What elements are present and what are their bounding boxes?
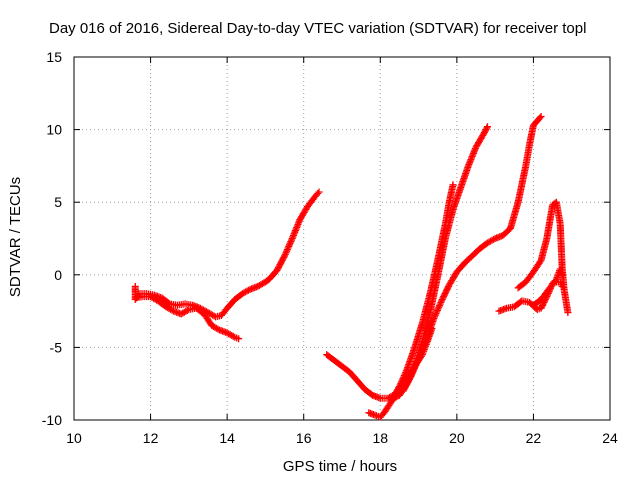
data-point-marker: [168, 306, 176, 314]
data-point-marker: [431, 311, 439, 319]
data-point-marker: [483, 124, 491, 132]
data-point-marker: [402, 367, 410, 375]
data-point-marker: [400, 372, 408, 380]
data-point-marker: [449, 181, 457, 189]
data-point-marker: [183, 307, 191, 315]
data-point-marker: [286, 239, 294, 247]
y-tick-label: 10: [46, 122, 62, 138]
data-point-marker: [288, 236, 296, 244]
series-arc-2: [131, 293, 243, 343]
data-point-marker: [549, 280, 557, 288]
data-point-marker: [314, 189, 322, 197]
data-point-marker: [280, 253, 288, 261]
data-point-marker: [435, 303, 443, 311]
data-point-marker: [406, 374, 414, 382]
series-arc-9: [529, 278, 566, 309]
data-point-marker: [285, 242, 293, 250]
data-point-marker: [430, 314, 438, 322]
data-point-marker: [281, 250, 289, 258]
data-point-marker: [537, 113, 545, 121]
y-tick-label: -10: [42, 412, 62, 428]
data-point-marker: [398, 376, 406, 384]
data-point-marker: [483, 123, 491, 131]
data-point-marker: [235, 335, 243, 343]
data-point-marker: [558, 282, 566, 290]
data-point-marker: [434, 305, 442, 313]
x-tick-label: 16: [296, 430, 312, 446]
data-point-marker: [400, 373, 408, 381]
x-tick-label: 22: [526, 430, 542, 446]
data-point-marker: [285, 241, 293, 249]
y-tick-label: 0: [54, 267, 62, 283]
series-arc-6: [399, 113, 545, 395]
data-series: [131, 113, 572, 421]
data-point-marker: [433, 306, 441, 314]
x-tick-label: 24: [602, 430, 618, 446]
data-point-marker: [564, 309, 572, 317]
data-point-marker: [283, 246, 291, 254]
data-point-marker: [409, 368, 417, 376]
data-point-marker: [287, 238, 295, 246]
data-point-marker: [411, 363, 419, 371]
data-point-marker: [281, 252, 289, 260]
data-point-marker: [229, 332, 237, 340]
data-point-marker: [407, 372, 415, 380]
data-point-marker: [413, 358, 421, 366]
data-point-marker: [214, 325, 222, 333]
data-point-marker: [412, 360, 420, 368]
data-point-marker: [435, 302, 443, 310]
data-point-marker: [536, 258, 544, 266]
data-point-marker: [284, 244, 292, 252]
data-point-marker: [410, 366, 418, 374]
axis-ticks: 10 12 14 16 18 20 22 24 -10 -5 0 5 10 15: [42, 49, 618, 446]
data-point-marker: [490, 235, 498, 243]
series-arc-5: [388, 123, 491, 404]
data-point-marker: [536, 114, 544, 122]
data-point-marker: [412, 361, 420, 369]
x-tick-label: 12: [143, 430, 159, 446]
data-point-marker: [398, 378, 406, 386]
x-tick-label: 14: [219, 430, 235, 446]
data-point-marker: [408, 369, 416, 377]
data-point-marker: [396, 381, 404, 389]
data-point-marker: [431, 313, 439, 321]
x-tick-label: 18: [372, 430, 388, 446]
data-point-marker: [414, 357, 422, 365]
data-point-marker: [410, 365, 418, 373]
data-point-marker: [437, 299, 445, 307]
data-point-marker: [397, 379, 405, 387]
y-tick-label: 5: [54, 194, 62, 210]
data-point-marker: [282, 249, 290, 257]
y-tick-label: 15: [46, 49, 62, 65]
data-point-marker: [245, 286, 253, 294]
data-point-marker: [402, 368, 410, 376]
data-point-marker: [283, 247, 291, 255]
x-axis-label: GPS time / hours: [283, 458, 397, 475]
chart-title: Day 016 of 2016, Sidereal Day-to-day VTE…: [49, 20, 586, 37]
y-axis-label: SDTVAR / TECUs: [7, 177, 24, 297]
grid: [74, 57, 610, 420]
data-point-marker: [432, 310, 440, 318]
data-point-marker: [399, 375, 407, 383]
data-point-marker: [408, 371, 416, 379]
x-tick-label: 10: [66, 430, 82, 446]
data-point-marker: [401, 370, 409, 378]
data-point-marker: [433, 308, 441, 316]
plot-frame: [73, 56, 611, 421]
data-point-marker: [315, 188, 323, 196]
data-point-marker: [436, 300, 444, 308]
x-tick-label: 20: [449, 430, 465, 446]
y-tick-label: -5: [50, 339, 63, 355]
